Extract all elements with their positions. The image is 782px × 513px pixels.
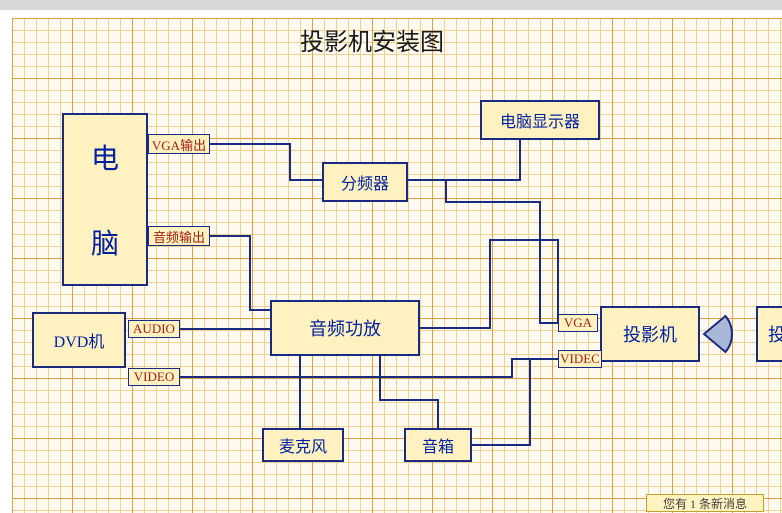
edge	[446, 180, 558, 323]
projector-beam-icon	[674, 304, 734, 364]
node-amplifier: 音频功放	[270, 300, 420, 356]
node-dvd: DVD机	[32, 312, 126, 368]
diagram-canvas: 投影机安装图 电 脑 DVD机 分频器 音频功放 麦克风 音箱 电脑显示器 投影…	[12, 18, 782, 513]
node-computer-label-1: 电	[91, 137, 119, 177]
notification-text: 您有 1 条新消息	[663, 495, 747, 512]
notification-toast[interactable]: 您有 1 条新消息	[646, 494, 764, 512]
node-projector-label: 投影机	[623, 321, 677, 347]
node-speaker-label: 音箱	[422, 433, 454, 457]
port-vga-out-label: VGA输出	[152, 135, 206, 154]
node-speaker: 音箱	[404, 428, 472, 462]
node-amplifier-label: 音频功放	[309, 315, 381, 341]
port-video: VIDEO	[128, 368, 180, 386]
node-dvd-label: DVD机	[54, 328, 105, 352]
port-audio: AUDIO	[128, 320, 180, 338]
node-monitor-label: 电脑显示器	[500, 108, 580, 132]
edge	[180, 359, 558, 377]
node-monitor: 电脑显示器	[480, 100, 600, 140]
node-splitter-label: 分频器	[341, 170, 389, 194]
app-top-bar	[0, 0, 782, 10]
port-vga: VGA	[558, 314, 598, 332]
port-audio-out: 音频输出	[148, 226, 210, 246]
edge	[380, 356, 438, 428]
port-videc-label: VIDEC	[560, 351, 600, 367]
edge	[420, 240, 558, 328]
port-vga-label: VGA	[564, 315, 592, 331]
edge	[210, 236, 270, 310]
edge	[408, 140, 520, 180]
node-microphone: 麦克风	[262, 428, 344, 462]
port-audio-label: AUDIO	[133, 321, 175, 337]
node-screen: 投影	[756, 306, 782, 362]
port-video-label: VIDEO	[134, 369, 174, 385]
node-screen-label: 投影	[768, 321, 782, 347]
node-computer: 电 脑	[62, 113, 148, 286]
node-computer-label-2: 脑	[91, 222, 119, 262]
port-vga-out: VGA输出	[148, 134, 210, 154]
edge	[210, 144, 322, 180]
port-audio-out-label: 音频输出	[153, 227, 205, 246]
edge	[472, 359, 558, 445]
node-microphone-label: 麦克风	[279, 433, 327, 457]
node-splitter: 分频器	[322, 162, 408, 202]
port-videc: VIDEC	[558, 350, 602, 368]
